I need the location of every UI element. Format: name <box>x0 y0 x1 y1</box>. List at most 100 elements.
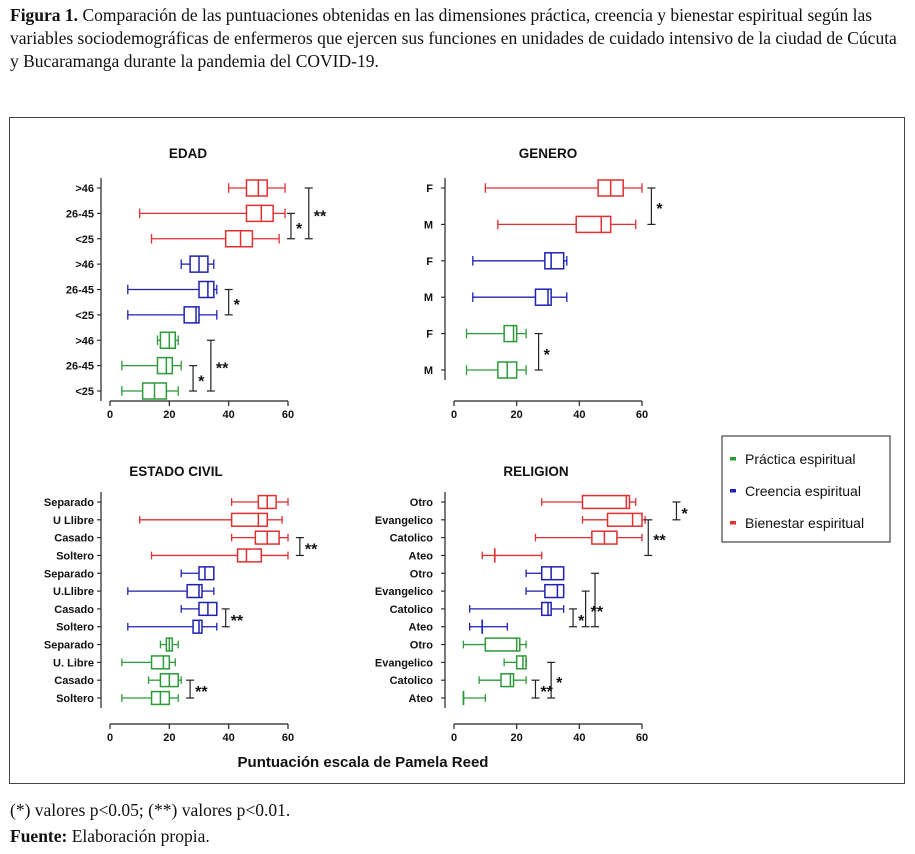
iqr-box <box>544 583 565 599</box>
significance-label: * <box>544 347 551 364</box>
significance-bracket: ** <box>221 608 244 630</box>
iqr-box <box>156 356 174 375</box>
category-label: <25 <box>75 310 94 322</box>
box-bienestar: >46 <box>75 179 286 197</box>
box-creencia: Separado <box>44 566 215 581</box>
category-label: Separado <box>44 640 94 652</box>
iqr-box <box>198 280 215 299</box>
category-label: Ateo <box>409 550 434 562</box>
x-tick-label: 60 <box>636 732 648 744</box>
box-creencia: Catolico <box>390 601 565 617</box>
box-practica: F <box>426 324 527 343</box>
box-practica: 26-45 <box>66 356 182 375</box>
category-label: Separado <box>44 568 94 580</box>
x-axis-title: Puntuación escala de Pamela Reed <box>238 754 489 771</box>
caption-label: Figura 1. <box>10 5 79 25</box>
box-bienestar: Evangelico <box>375 512 646 527</box>
significance-note: (*) valores p<0.05; (**) valores p<0.01. <box>10 800 291 820</box>
category-label: F <box>426 256 433 268</box>
significance-label: * <box>198 373 205 390</box>
significance-bracket <box>591 572 599 628</box>
box-practica: Ateo <box>409 690 486 706</box>
box-bienestar: 26-45 <box>66 204 286 223</box>
box-practica: Soltero <box>56 690 179 706</box>
category-label: Catolico <box>390 675 434 687</box>
figure-frame: EDAD 0 20 40 60 >46 26-45 <25 >46 26-45 <25 >46 26-4… <box>9 117 905 784</box>
iqr-box <box>198 566 215 581</box>
category-label: M <box>424 292 433 304</box>
box-practica: Casado <box>54 673 182 688</box>
significance-label: * <box>556 675 563 692</box>
x-tick-label: 60 <box>636 409 648 421</box>
iqr-box <box>544 252 565 270</box>
x-tick-label: 20 <box>511 732 523 744</box>
panel-title: RELIGION <box>503 464 568 479</box>
box-bienestar: Catolico <box>390 530 643 545</box>
box-creencia: Casado <box>54 601 218 617</box>
x-tick-label: 0 <box>107 732 113 744</box>
category-label: Otro <box>410 568 434 580</box>
category-label: F <box>426 329 433 341</box>
category-label: Catolico <box>390 604 434 616</box>
significance-label: * <box>656 201 663 218</box>
box-practica: >46 <box>75 331 179 349</box>
box-bienestar: Separado <box>44 494 289 510</box>
iqr-box <box>183 306 200 324</box>
category-label: U Llibre <box>53 515 94 527</box>
box-creencia: 26-45 <box>66 280 218 299</box>
significance-label: * <box>234 297 241 314</box>
iqr-box <box>224 230 254 248</box>
source-label: Fuente: <box>10 826 68 846</box>
box-practica: Separado <box>44 637 179 652</box>
significance-label: ** <box>540 684 553 701</box>
iqr-box <box>500 673 515 688</box>
significance-label: ** <box>216 361 229 378</box>
iqr-box <box>254 530 280 545</box>
category-label: Soltero <box>56 622 94 634</box>
significance-bracket: ** <box>295 537 318 559</box>
iqr-box <box>515 655 527 670</box>
legend-box <box>721 435 891 543</box>
legend-swatch <box>730 521 736 525</box>
figure-footer: (*) valores p<0.05; (**) valores p<0.01.… <box>10 797 290 849</box>
iqr-box <box>581 494 631 510</box>
category-label: <25 <box>75 386 94 398</box>
significance-bracket: * <box>286 212 303 240</box>
significance-bracket: ** <box>186 679 208 701</box>
category-label: U. Libre <box>53 657 94 669</box>
iqr-box <box>159 331 177 349</box>
iqr-box <box>540 566 565 581</box>
box-creencia: Otro <box>410 566 565 581</box>
iqr-box <box>236 548 263 563</box>
category-label: Casado <box>54 533 94 545</box>
box-creencia: Evangelico <box>375 583 565 599</box>
category-label: U.Llibre <box>53 586 94 598</box>
x-tick-label: 20 <box>511 409 523 421</box>
box-creencia: >46 <box>75 255 215 273</box>
category-label: Evangelico <box>375 515 433 527</box>
iqr-box <box>503 324 518 343</box>
category-label: Soltero <box>56 693 94 705</box>
box-bienestar: F <box>426 179 643 197</box>
panel-title: EDAD <box>169 146 208 161</box>
x-tick-label: 20 <box>163 409 175 421</box>
category-label: >46 <box>75 259 94 271</box>
iqr-box <box>540 601 552 617</box>
significance-label: ** <box>195 684 208 701</box>
iqr-box <box>534 288 552 306</box>
category-label: 26-45 <box>66 285 94 297</box>
category-label: <25 <box>75 234 94 246</box>
x-tick-label: 0 <box>451 409 457 421</box>
iqr-box <box>230 512 268 527</box>
category-label: F <box>426 183 433 195</box>
category-label: Soltero <box>56 550 94 562</box>
box-creencia: U.Llibre <box>53 583 215 599</box>
category-label: M <box>424 365 433 377</box>
significance-label: * <box>296 221 303 238</box>
box-practica: U. Libre <box>53 655 176 670</box>
significance-label: * <box>681 506 688 523</box>
legend-label: Creencia espiritual <box>745 483 861 499</box>
box-creencia: Soltero <box>56 619 218 634</box>
x-tick-label: 0 <box>107 409 113 421</box>
box-practica: Evangelico <box>375 655 527 670</box>
